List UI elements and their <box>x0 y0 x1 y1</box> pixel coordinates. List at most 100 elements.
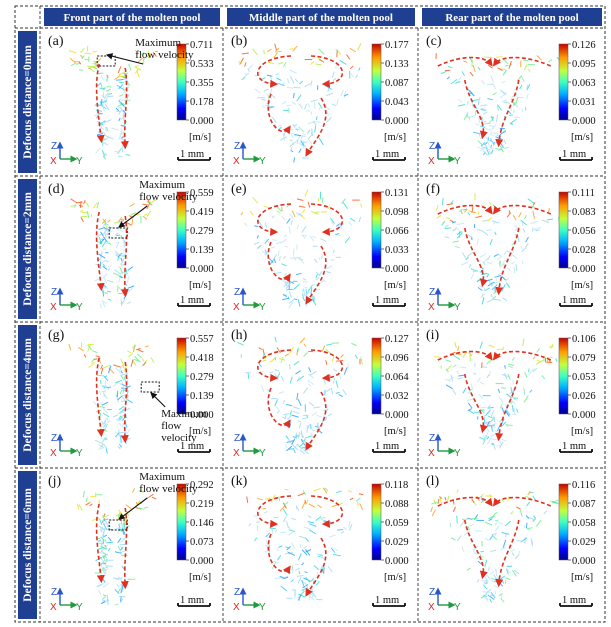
velocity-vector <box>311 210 319 215</box>
velocity-vector <box>298 126 305 133</box>
velocity-vector <box>143 213 148 216</box>
velocity-vector <box>282 81 285 86</box>
velocity-vector <box>76 503 80 510</box>
velocity-vector <box>489 131 493 136</box>
velocity-vector <box>454 245 460 249</box>
velocity-vector <box>102 265 108 270</box>
velocity-vector <box>467 100 469 105</box>
scale-bar <box>177 157 211 161</box>
velocity-vector <box>497 67 503 72</box>
velocity-vector <box>307 284 313 292</box>
velocity-vector <box>505 64 509 67</box>
flow-direction-arrow <box>305 391 327 451</box>
velocity-vector <box>307 134 313 140</box>
velocity-vector <box>502 99 508 103</box>
unit-label: [m/s] <box>189 572 211 583</box>
velocity-vector <box>326 116 332 123</box>
velocity-vector <box>99 405 106 409</box>
velocity-vector <box>340 530 345 534</box>
max-velocity-label: flow velocity <box>135 49 194 61</box>
velocity-vector <box>349 65 354 69</box>
velocity-vector <box>284 245 289 248</box>
velocity-vector <box>117 588 121 593</box>
panel-label: (j) <box>48 474 62 489</box>
velocity-vector <box>68 343 72 351</box>
velocity-vector <box>493 298 502 301</box>
velocity-vector <box>269 92 276 99</box>
velocity-vector <box>492 220 496 225</box>
flow-direction-arrow <box>267 93 291 135</box>
velocity-vector <box>339 502 344 506</box>
scale-bar-label: 1 mm <box>562 295 586 306</box>
velocity-vector <box>130 359 134 367</box>
velocity-vector <box>486 261 493 264</box>
velocity-vector <box>132 360 137 366</box>
velocity-vector <box>354 354 358 359</box>
velocity-vector <box>150 357 155 363</box>
velocity-vector <box>317 555 324 557</box>
velocity-vector <box>100 545 107 550</box>
velocity-vector <box>452 364 457 368</box>
velocity-vector <box>332 77 337 81</box>
velocity-vector <box>513 569 520 575</box>
velocity-vector <box>132 345 136 350</box>
scale-bar <box>559 303 593 307</box>
velocity-vector <box>321 566 324 572</box>
velocity-vector <box>500 547 506 551</box>
flow-direction-arrow <box>120 67 129 150</box>
velocity-vector <box>118 405 125 411</box>
velocity-vector <box>519 509 523 517</box>
colorbar-tick-label: 0.079 <box>572 353 596 364</box>
velocity-vector <box>305 435 312 439</box>
velocity-vector <box>434 356 441 358</box>
velocity-vector <box>492 295 497 300</box>
velocity-vector <box>102 395 107 398</box>
velocity-vector <box>103 424 107 429</box>
velocity-vector <box>511 356 515 361</box>
velocity-vector <box>98 589 102 596</box>
velocity-vector <box>452 228 457 232</box>
velocity-vector <box>126 301 132 305</box>
velocity-vector <box>548 345 554 348</box>
velocity-vector <box>529 389 533 393</box>
velocity-vector <box>299 337 306 344</box>
velocity-vector <box>501 498 504 503</box>
velocity-vector <box>268 257 274 264</box>
velocity-vector <box>486 278 493 282</box>
colorbar <box>371 337 382 415</box>
velocity-vector <box>473 270 479 273</box>
header-middle: Middle part of the molten pool <box>249 12 393 24</box>
velocity-vector <box>526 93 529 99</box>
velocity-vector <box>490 137 494 144</box>
velocity-vector <box>338 393 344 398</box>
velocity-vector <box>101 240 107 248</box>
velocity-vector <box>107 136 114 140</box>
velocity-vector <box>493 585 500 589</box>
velocity-vector <box>505 568 509 575</box>
velocity-vector <box>99 528 103 533</box>
velocity-vector <box>298 256 302 261</box>
velocity-vector <box>134 66 142 71</box>
colorbar-tick-label: 0.028 <box>572 245 596 256</box>
velocity-vector <box>287 570 291 574</box>
velocity-vector <box>502 346 505 351</box>
velocity-vector <box>254 537 258 542</box>
velocity-vector <box>123 531 126 535</box>
velocity-vector <box>297 299 301 307</box>
velocity-vector <box>324 105 331 111</box>
velocity-vector <box>274 50 282 53</box>
velocity-vector <box>331 71 335 79</box>
velocity-vector <box>101 526 103 531</box>
velocity-vector <box>297 375 305 382</box>
velocity-vector <box>96 120 102 124</box>
velocity-vector <box>301 288 308 292</box>
velocity-vector <box>102 436 107 443</box>
velocity-vector <box>506 250 513 254</box>
velocity-vector <box>488 117 495 123</box>
velocity-vector <box>343 367 348 375</box>
velocity-vector <box>101 574 106 579</box>
unit-label: [m/s] <box>384 572 406 583</box>
velocity-vector <box>118 71 125 76</box>
velocity-vector <box>491 282 493 287</box>
velocity-vector <box>296 575 304 577</box>
